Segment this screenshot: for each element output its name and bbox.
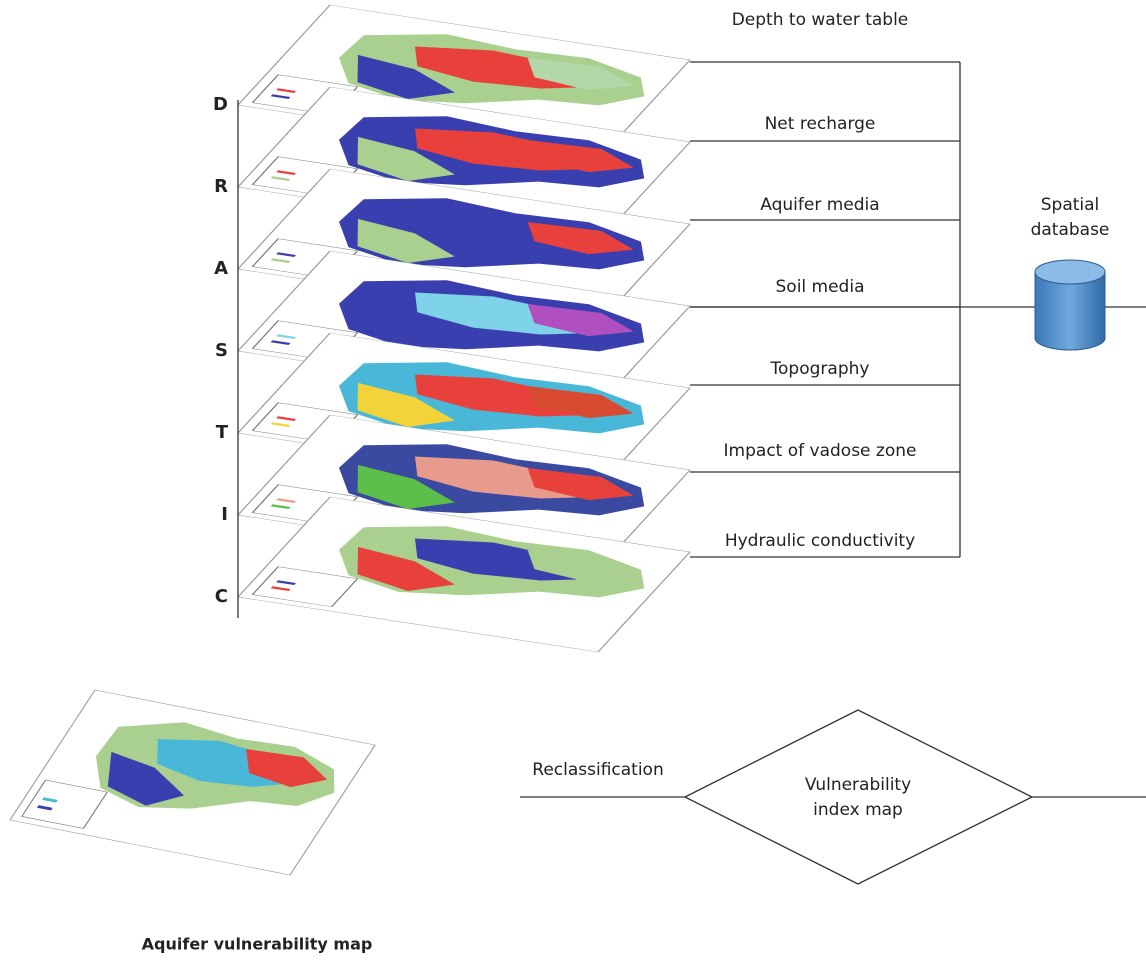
layer-label: Depth to water table	[732, 10, 909, 30]
layer-letter: A	[214, 258, 228, 279]
edge-label: Reclassification	[532, 760, 663, 780]
index-diamond	[685, 710, 1032, 884]
database-label: Spatial	[1041, 195, 1100, 215]
layer-letter: S	[215, 340, 228, 361]
database-label: database	[1031, 220, 1110, 240]
layer-label: Net recharge	[765, 114, 876, 134]
layer-label: Aquifer media	[760, 195, 879, 215]
index-label: index map	[813, 800, 903, 820]
layer-stack	[238, 5, 690, 652]
layer-label: Topography	[770, 359, 870, 379]
layer-label: Hydraulic conductivity	[725, 531, 915, 551]
layer-label: Impact of vadose zone	[724, 441, 917, 461]
output-map	[10, 690, 375, 875]
index-label: Vulnerability	[805, 775, 911, 795]
map-layer	[10, 690, 375, 875]
layer-label: Soil media	[776, 277, 865, 297]
layer-letter: R	[214, 176, 228, 197]
output-caption: Aquifer vulnerability map	[142, 935, 373, 954]
diagram: Spatial database Aquifer vulnerability m…	[0, 0, 1146, 956]
layer-letter: C	[215, 586, 228, 607]
layer-letter: I	[221, 504, 228, 525]
layer-letter: T	[216, 422, 229, 443]
layer-letter: D	[213, 94, 228, 115]
database-cylinder	[1035, 260, 1105, 350]
